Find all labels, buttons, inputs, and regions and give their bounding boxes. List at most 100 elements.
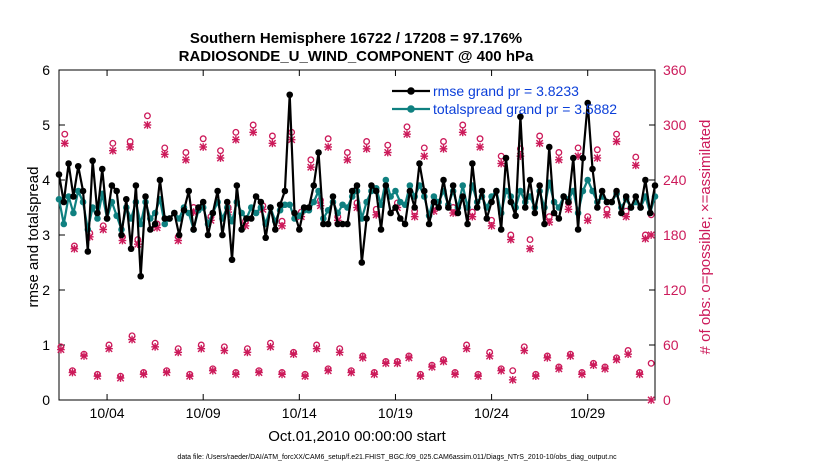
obs-possible-marker — [593, 146, 601, 154]
x-tick-label: 10/14 — [282, 405, 317, 421]
obs-assimilated-marker — [485, 352, 494, 360]
rmse-point — [358, 259, 366, 266]
plot-area — [58, 69, 656, 401]
obs-assimilated-marker — [641, 234, 650, 243]
obs-assimilated-marker — [232, 135, 240, 144]
y-axis-label: rmse and totalspread — [25, 167, 42, 308]
rmse-point — [94, 209, 101, 217]
obs-assimilated-marker — [601, 364, 609, 373]
y2-tick-label: 120 — [663, 282, 687, 298]
rmse-point — [536, 182, 543, 189]
rmse-point — [142, 193, 149, 200]
rmse-point — [190, 226, 197, 233]
rmse-point — [396, 215, 404, 222]
rmse-point — [344, 220, 351, 228]
rmse-point — [517, 113, 524, 121]
y2-tick-label: 180 — [663, 227, 687, 243]
rmse-point — [594, 204, 601, 211]
rmse-point — [281, 187, 289, 195]
x-tick-label: 10/29 — [570, 405, 605, 421]
x-axis-label: Oct.01,2010 00:00:00 start — [268, 428, 446, 445]
x-tick-label: 10/24 — [474, 405, 509, 421]
rmse-point — [252, 193, 260, 200]
obs-assimilated-marker — [566, 352, 575, 360]
rmse-point — [60, 198, 68, 206]
totalspread-point — [252, 209, 260, 217]
obs-assimilated-marker — [631, 161, 640, 170]
rmse-point — [89, 157, 96, 165]
rmse-point — [339, 220, 346, 228]
obs-assimilated-marker — [362, 144, 371, 153]
rmse-point — [108, 182, 116, 189]
obs-possible-marker — [109, 139, 117, 147]
totalspread-point — [310, 198, 318, 206]
obs-possible-marker — [555, 149, 563, 156]
rmse-point — [550, 209, 558, 217]
obs-assimilated-marker — [116, 374, 125, 382]
obs-assimilated-marker — [635, 370, 644, 379]
rmse-point — [531, 209, 539, 217]
obs-assimilated-marker — [358, 353, 367, 362]
rmse-point — [334, 220, 342, 228]
obs-assimilated-marker — [487, 221, 496, 230]
rmse-point — [233, 182, 241, 189]
rmse-point — [430, 198, 438, 206]
obs-assimilated-marker — [243, 348, 252, 357]
rmse-point — [70, 193, 77, 200]
footnote: data file: /Users/raeder/DAI/ATM_forcXX/… — [177, 454, 617, 461]
obs-assimilated-marker — [220, 346, 229, 355]
legend-spread-marker — [407, 105, 415, 113]
obs-assimilated-marker — [416, 372, 425, 381]
y2-tick-label: 0 — [663, 392, 671, 408]
rmse-point — [488, 198, 495, 206]
rmse-point — [267, 204, 274, 211]
chart-title-line2: RADIOSONDE_U_WIND_COMPONENT @ 400 hPa — [179, 48, 534, 65]
obs-assimilated-marker — [439, 357, 448, 366]
rmse-point — [507, 198, 515, 206]
obs-assimilated-marker — [199, 143, 208, 151]
obs-assimilated-marker — [324, 143, 333, 151]
obs-assimilated-marker — [312, 344, 321, 353]
obs-assimilated-marker — [70, 244, 79, 253]
totalspread-point — [430, 193, 438, 200]
obs-possible-marker — [536, 132, 544, 140]
rmse-point — [171, 209, 178, 217]
obs-assimilated-marker — [126, 143, 134, 151]
obs-assimilated-marker — [268, 139, 277, 148]
obs-assimilated-marker — [162, 368, 171, 377]
rmse-point — [608, 198, 616, 206]
rmse-point — [262, 234, 269, 242]
rmse-point — [502, 154, 510, 162]
obs-assimilated-marker — [160, 150, 169, 159]
obs-assimilated-marker — [428, 363, 436, 371]
obs-assimilated-marker — [57, 345, 65, 354]
obs-assimilated-marker — [564, 205, 573, 214]
rmse-point — [127, 245, 135, 253]
rmse-point — [478, 187, 486, 195]
rmse-point — [632, 193, 640, 200]
obs-possible-marker — [384, 141, 392, 149]
obs-assimilated-marker — [624, 350, 632, 359]
obs-assimilated-marker — [278, 221, 286, 230]
obs-assimilated-marker — [439, 144, 448, 153]
totalspread-point — [60, 220, 68, 228]
obs-assimilated-marker — [383, 148, 392, 157]
y-tick-label: 2 — [42, 282, 50, 298]
obs-assimilated-marker — [343, 155, 352, 164]
obs-assimilated-marker — [80, 352, 88, 360]
obs-assimilated-marker — [451, 370, 459, 379]
obs-possible-marker — [182, 149, 190, 156]
rmse-point — [276, 201, 284, 209]
rmse-point — [459, 193, 467, 200]
obs-possible-marker — [403, 123, 411, 131]
y-tick-label: 4 — [42, 172, 50, 188]
y2-tick-label: 360 — [663, 62, 687, 78]
rmse-point — [180, 206, 188, 214]
rmse-point — [411, 204, 418, 211]
obs-assimilated-marker — [535, 139, 544, 148]
obs-possible-marker — [143, 112, 151, 120]
obs-assimilated-marker — [139, 370, 148, 379]
rmse-point — [651, 182, 659, 189]
rmse-point — [291, 209, 298, 217]
